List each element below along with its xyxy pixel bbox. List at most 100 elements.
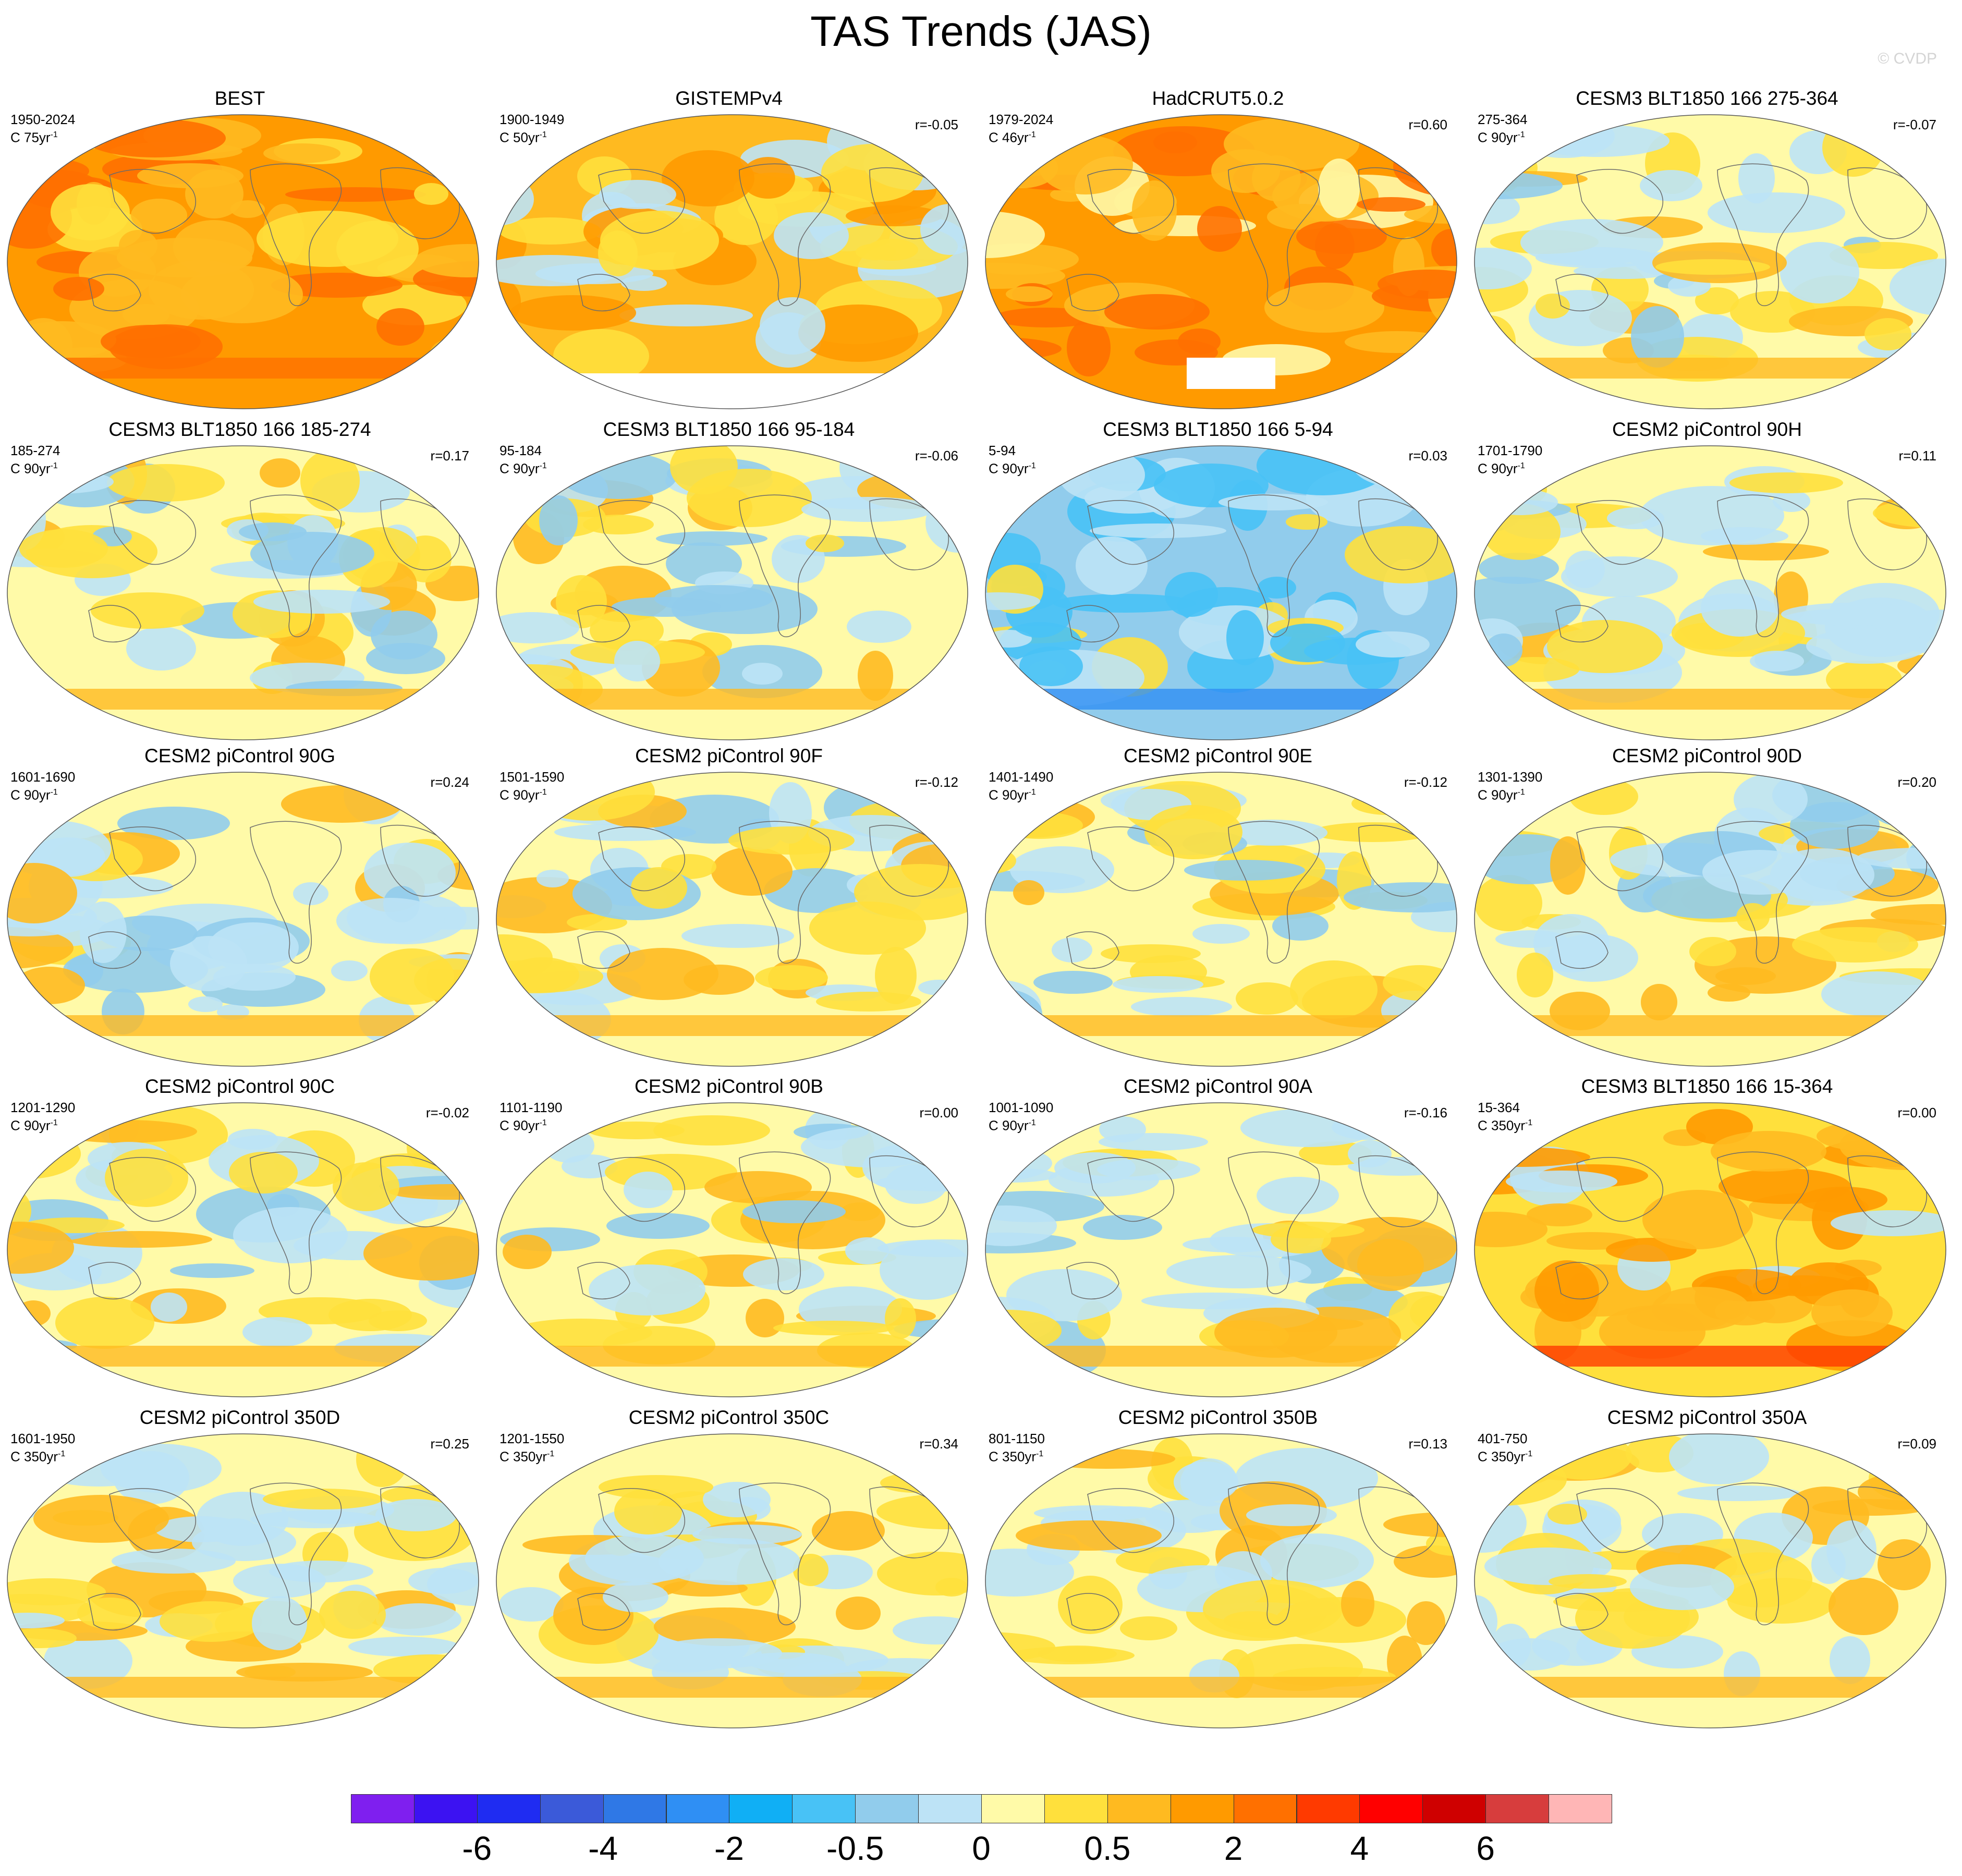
trend-contour (856, 243, 896, 260)
trend-contour (126, 627, 196, 671)
map-border (7, 114, 479, 409)
coastline (869, 498, 949, 570)
trend-contour (1736, 903, 1770, 931)
coastline (109, 1488, 197, 1553)
trend-contour (939, 1140, 968, 1165)
trend-contour (1431, 229, 1457, 270)
trend-contour (1708, 984, 1750, 1002)
southern-ocean-band (7, 689, 479, 710)
trend-contour (703, 1482, 771, 1517)
trend-contour (801, 497, 935, 522)
map-border (985, 1102, 1457, 1397)
trend-contour (1790, 802, 1880, 849)
map-border (985, 114, 1457, 409)
period-label: 1301-1390 (1478, 769, 1543, 785)
trend-contour (1067, 319, 1111, 376)
pattern-correlation: r=0.34 (919, 1436, 958, 1452)
trend-contour (760, 297, 825, 355)
trend-contour (1407, 1601, 1445, 1645)
trend-contour (1038, 1449, 1175, 1469)
colorbar-tick-label: 0.5 (1084, 1830, 1131, 1867)
map-panel: CESM3 BLT1850 166 185-274 185-274 C 90yr-1… (0, 419, 480, 747)
map-border (7, 772, 479, 1067)
trend-map (496, 1102, 968, 1397)
trend-contour (160, 1601, 262, 1642)
trend-contour (1165, 572, 1218, 617)
unit-exponent: -1 (1525, 1449, 1533, 1458)
period-label: 1900-1949 (499, 112, 565, 127)
trend-map (985, 772, 1457, 1067)
trend-contour (1083, 1215, 1162, 1240)
trend-contour (1517, 953, 1553, 997)
trend-contour (1120, 1616, 1177, 1640)
southern-ocean-band (496, 1677, 968, 1698)
colorbar-swatch (351, 1794, 415, 1823)
trend-contour (123, 304, 169, 326)
pattern-correlation: r=-0.05 (915, 117, 958, 132)
southern-ocean-band (985, 689, 1457, 710)
coastline (1717, 163, 1809, 306)
map-panel: CESM3 BLT1850 166 95-184 95-184 C 90yr-1 r=… (489, 419, 969, 747)
trend-contour (1197, 206, 1242, 252)
coastline (1576, 826, 1664, 892)
colorbar (351, 1794, 1612, 1824)
unit-exponent: -1 (539, 1118, 547, 1127)
unit-exponent: -1 (50, 130, 58, 139)
trend-contour (1738, 153, 1775, 203)
trend-contour (875, 947, 917, 1004)
trend-length-label: C 350yr-1 (10, 1448, 66, 1465)
trend-contour (1561, 556, 1678, 597)
trend-contour (281, 785, 403, 823)
trend-contour (105, 1149, 188, 1207)
trend-map (985, 1433, 1457, 1728)
trend-contour (503, 1235, 552, 1269)
coastline (1847, 167, 1928, 239)
trend-contour (1871, 904, 1946, 925)
colorbar-tick-label: -6 (462, 1830, 492, 1867)
trend-contour (229, 1152, 298, 1193)
trend-contour (1871, 790, 1946, 828)
period-label: 1001-1090 (989, 1100, 1054, 1115)
trend-contour (1260, 1533, 1374, 1588)
trend-map (985, 1102, 1457, 1397)
trend-contour (1607, 507, 1664, 529)
trend-contour (1831, 1210, 1946, 1236)
map-panel: CESM2 piControl 90D 1301-1390 C 90yr-1 r=0.… (1467, 745, 1947, 1074)
unit-exponent: -1 (50, 788, 58, 797)
unit-exponent: -1 (547, 1449, 555, 1458)
trend-contour (1669, 1434, 1769, 1484)
period-label: 1501-1590 (499, 769, 565, 785)
missing-data-region (496, 373, 968, 409)
trend-contour (1750, 651, 1804, 672)
period-label: 1601-1950 (10, 1431, 76, 1446)
trend-contour (9, 321, 116, 359)
trend-contour (670, 446, 738, 494)
panel-title: CESM2 piControl 90D (1612, 745, 1802, 766)
unit-exponent: -1 (539, 130, 547, 139)
trend-length-label: C 90yr-1 (989, 460, 1036, 477)
trend-contour (614, 1489, 682, 1534)
trend-contour (1357, 197, 1425, 212)
trend-contour (363, 1226, 479, 1281)
coastline (1087, 500, 1175, 565)
colorbar-swatch (477, 1794, 541, 1823)
coastline (1087, 169, 1175, 234)
trend-contour (1574, 263, 1675, 279)
trend-contour (1547, 1504, 1587, 1525)
southern-ocean-band (7, 358, 479, 379)
trend-contour (263, 143, 340, 163)
trend-contour (19, 529, 108, 568)
unit-exponent: -1 (50, 461, 58, 470)
colorbar-swatch (1296, 1794, 1360, 1823)
trend-contour (624, 1172, 673, 1208)
trend-contour (7, 1001, 33, 1019)
trend-contour (1547, 620, 1663, 673)
pattern-correlation: r=0.24 (430, 774, 469, 790)
trend-contour (704, 1171, 812, 1203)
coastline (380, 498, 460, 570)
trend-contour (1811, 1545, 1846, 1584)
trend-map (496, 445, 968, 740)
coastline (1228, 1482, 1320, 1625)
pattern-correlation: r=0.13 (1408, 1436, 1447, 1452)
colorbar-swatch (413, 1794, 478, 1823)
